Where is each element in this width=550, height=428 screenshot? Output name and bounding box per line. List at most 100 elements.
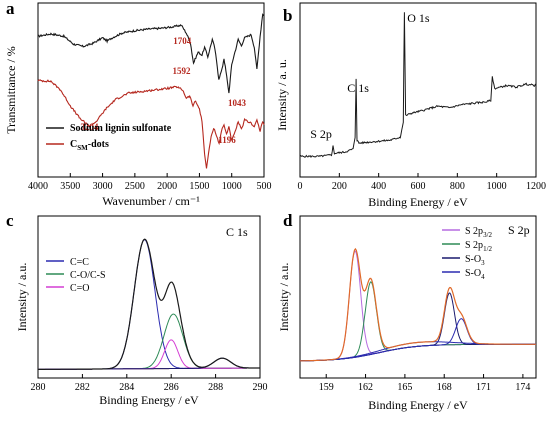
legend-csm-sub: SM	[77, 144, 88, 152]
panel-a-legend: Sodium lignin sulfonate CSM-dots	[46, 123, 172, 152]
xtick-label: 200	[332, 181, 347, 192]
legend-so3-sub: 3	[481, 259, 485, 267]
legend-so3-main: S-O	[465, 254, 481, 265]
component-c-o	[38, 339, 260, 370]
panel-c-title: C 1s	[226, 225, 248, 239]
peak-annotation: 1196	[218, 135, 236, 145]
xtick-label: 174	[515, 382, 530, 393]
xtick-label: 280	[31, 382, 46, 393]
panel-c-ylabel: Intensity / a.u.	[15, 263, 29, 332]
xtick-label: 168	[437, 382, 452, 393]
panel-d: d Intensity / a.u. Binding Energy / eV S…	[277, 211, 537, 412]
xtick-label: 400	[371, 181, 386, 192]
series-line-survey	[299, 12, 537, 158]
panel-b-annotations: S 2p C 1s O 1s	[310, 11, 430, 141]
xtick-label: 284	[119, 382, 134, 393]
legend-so4-sub: 4	[481, 273, 485, 281]
xtick-label: 290	[253, 382, 268, 393]
peak-annotation: S 2p	[310, 127, 332, 141]
panel-c-series	[38, 238, 260, 370]
legend-so4-main: S-O	[465, 268, 481, 279]
panel-a-annotations: 1704 1592 3204 1043 1196	[80, 36, 246, 145]
legend-label-co: C-O/C-S	[70, 270, 106, 281]
xtick-label: 3000	[93, 181, 113, 192]
panel-d-label: d	[283, 211, 293, 230]
panel-a-ylabel: Transmittance / %	[4, 46, 18, 134]
envelope-line	[300, 247, 536, 362]
panel-a-label: a	[6, 0, 15, 18]
peak-annotation: C 1s	[347, 81, 369, 95]
legend-s2p32-main: S 2p	[465, 226, 483, 237]
peak-annotation: 1043	[228, 98, 247, 108]
xtick-label: 800	[450, 181, 465, 192]
xtick-label: 1500	[189, 181, 209, 192]
panel-d-frame	[299, 215, 537, 379]
legend-label-c-o: C=O	[70, 283, 90, 294]
xtick-label: 159	[319, 382, 334, 393]
xtick-label: 282	[75, 382, 90, 393]
panel-a-frame	[37, 2, 265, 178]
panel-c: c Intensity / a.u. Binding Energy / eV C…	[6, 211, 268, 407]
series-line-lignin	[37, 13, 265, 94]
xtick-label: 3500	[60, 181, 80, 192]
legend-s2p32-sub: 3/2	[483, 231, 492, 239]
panel-d-xticks: 159 162 165 168 171 174	[319, 374, 530, 393]
xtick-label: 286	[164, 382, 179, 393]
panel-a-series	[37, 13, 265, 169]
panel-b-ylabel: Intensity / a. u.	[275, 59, 289, 131]
xtick-label: 4000	[28, 181, 48, 192]
panel-b-frame	[299, 2, 537, 178]
xtick-label: 600	[411, 181, 426, 192]
xtick-label: 500	[257, 181, 272, 192]
legend-label-cc: C=C	[70, 257, 89, 268]
panel-b-series	[299, 12, 537, 158]
peak-annotation: 1704	[173, 36, 192, 46]
peak-annotation: 1592	[172, 66, 191, 76]
panel-b: b Intensity / a. u. Binding Energy / eV …	[275, 2, 546, 209]
xtick-label: 1200	[526, 181, 546, 192]
xtick-label: 2000	[157, 181, 177, 192]
xtick-label: 2500	[125, 181, 145, 192]
xtick-label: 162	[358, 382, 373, 393]
panel-b-label: b	[283, 6, 292, 25]
xtick-label: 1000	[487, 181, 507, 192]
legend-s2p12-sub: 1/2	[483, 245, 492, 253]
component-c-o-c-s	[38, 313, 260, 370]
legend-csm-suffix: -dots	[88, 139, 109, 150]
xtick-label: 171	[476, 382, 491, 393]
legend-csm-main: C	[70, 139, 77, 150]
panel-a-xticks: 4000 3500 3000 2500 2000 1500 1000 500	[28, 173, 272, 192]
panel-b-xlabel: Binding Energy / eV	[368, 195, 468, 209]
panel-c-xticks: 280 282 284 286 288 290	[31, 374, 268, 393]
panel-a: a Transmittance / % Wavenumber / cm⁻¹ 40…	[4, 0, 272, 208]
panel-d-legend: S 2p3/2 S 2p1/2 S-O3 S-O4	[442, 226, 493, 281]
xtick-label: 0	[298, 181, 303, 192]
legend-label-s2p32: S 2p3/2	[465, 226, 493, 239]
legend-label-lignin: Sodium lignin sulfonate	[70, 123, 172, 134]
panel-c-label: c	[6, 211, 14, 230]
peak-annotation: O 1s	[407, 11, 430, 25]
legend-label-s2p12: S 2p1/2	[465, 240, 493, 253]
legend-label-so3: S-O3	[465, 254, 485, 267]
peak-annotation: 3204	[80, 122, 99, 132]
panel-d-title: S 2p	[508, 223, 530, 237]
component-s-o4	[300, 318, 536, 362]
panel-b-xticks: 0 200 400 600 800 1000 1200	[298, 173, 546, 192]
panel-d-ylabel: Intensity / a.u.	[277, 263, 291, 332]
panel-d-series	[300, 247, 536, 362]
xtick-label: 1000	[222, 181, 242, 192]
legend-label-csm: CSM-dots	[70, 139, 109, 152]
panel-c-legend: C=C C-O/C-S C=O	[46, 257, 106, 294]
envelope-line	[38, 238, 260, 370]
xtick-label: 288	[208, 382, 223, 393]
panel-a-xlabel: Wavenumber / cm⁻¹	[102, 194, 200, 208]
series-line-csm-dots	[37, 79, 265, 169]
panel-c-frame	[37, 215, 261, 379]
xtick-label: 165	[397, 382, 412, 393]
legend-s2p12-main: S 2p	[465, 240, 483, 251]
component-s-2p1-2	[300, 281, 536, 362]
component-s-o3	[300, 292, 536, 362]
panel-d-xlabel: Binding Energy / eV	[368, 398, 468, 412]
